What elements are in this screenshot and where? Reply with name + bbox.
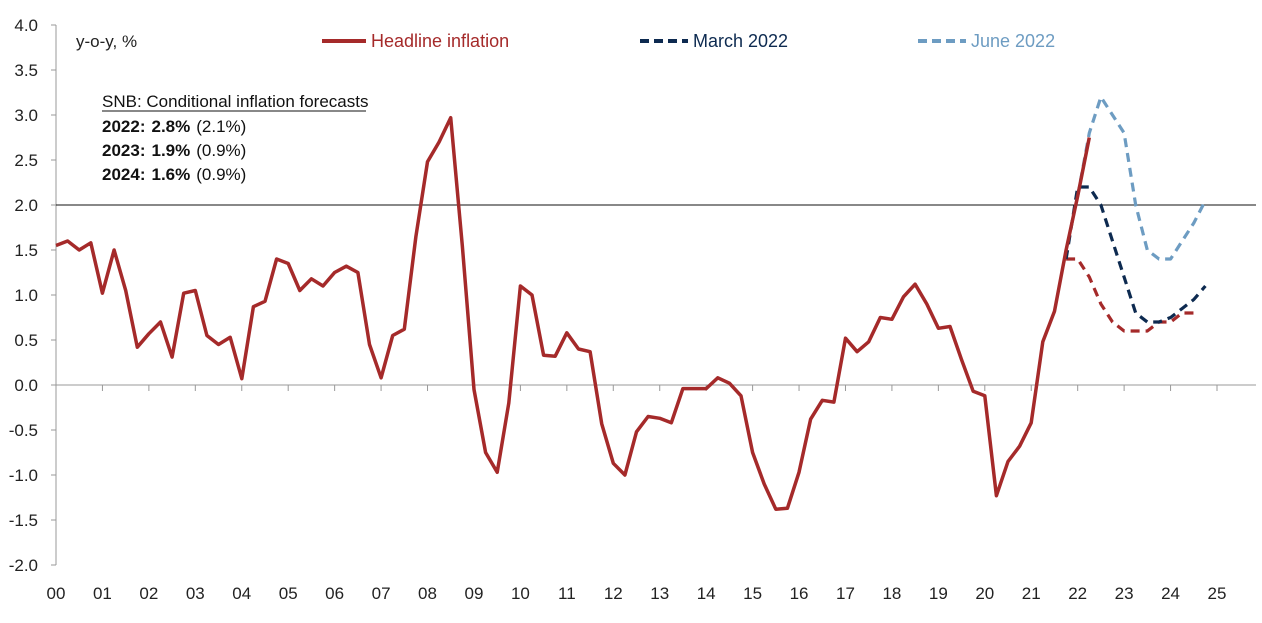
forecast-row-2022: 2022: 2.8% (2.1%) <box>102 117 246 136</box>
legend-march-label: March 2022 <box>693 31 788 51</box>
x-tick-label: 17 <box>836 584 855 603</box>
x-tick-label: 10 <box>511 584 530 603</box>
x-tick-label: 15 <box>743 584 762 603</box>
x-tick-label: 18 <box>882 584 901 603</box>
legend-june-label: June 2022 <box>971 31 1055 51</box>
x-tick-label: 11 <box>558 584 576 603</box>
series-line-headline-inflation <box>55 115 1092 511</box>
y-tick-label: 0.0 <box>14 376 38 395</box>
y-tick-label: 4.0 <box>14 16 38 35</box>
x-tick-label: 02 <box>139 584 158 603</box>
x-tick-label: 03 <box>186 584 205 603</box>
series-line-forecast-1 <box>1066 257 1194 333</box>
y-tick-label: -1.0 <box>9 466 38 485</box>
x-tick-label: 06 <box>325 584 344 603</box>
forecast-title: SNB: Conditional inflation forecasts <box>102 92 368 111</box>
x-tick-label: 19 <box>929 584 948 603</box>
x-tick-label: 00 <box>47 584 66 603</box>
x-tick-label: 13 <box>650 584 669 603</box>
x-tick-label: 14 <box>697 584 716 603</box>
y-tick-label: -1.5 <box>9 511 38 530</box>
x-tick-label: 09 <box>464 584 483 603</box>
legend: Headline inflation March 2022 June 2022 <box>322 31 1055 51</box>
y-axis-label: y-o-y, % <box>76 32 137 51</box>
forecast-row-2024: 2024: 1.6% (0.9%) <box>102 165 246 184</box>
y-tick-label: 0.5 <box>14 331 38 350</box>
y-tick-label: 2.5 <box>14 151 38 170</box>
x-tick-label: 20 <box>975 584 994 603</box>
x-tick-label: 23 <box>1115 584 1134 603</box>
series-line-june-2022 <box>1076 95 1207 261</box>
y-tick-label: 1.0 <box>14 286 38 305</box>
x-tick-label: 21 <box>1022 584 1041 603</box>
x-tick-label: 22 <box>1068 584 1087 603</box>
y-tick-label: 2.0 <box>14 196 38 215</box>
x-tick-label: 12 <box>604 584 623 603</box>
x-tick-label: 01 <box>93 584 112 603</box>
series-line-march-2022 <box>1064 185 1207 324</box>
y-tick-label: 1.5 <box>14 241 38 260</box>
x-tick-label: 25 <box>1208 584 1227 603</box>
y-tick-label: 3.0 <box>14 106 38 125</box>
forecast-box: SNB: Conditional inflation forecasts 202… <box>102 92 368 184</box>
x-tick-label: 08 <box>418 584 437 603</box>
y-tick-label: 3.5 <box>14 61 38 80</box>
axes: -2.0 -1.5 -1.0 -0.5 0.0 0.5 1.0 1.5 2.0 2.5 3.0 3.5… <box>9 16 1256 603</box>
legend-headline-label: Headline inflation <box>371 31 509 51</box>
y-tick-label: -0.5 <box>9 421 38 440</box>
y-tick-label: -2.0 <box>9 556 38 575</box>
x-tick-label: 24 <box>1161 584 1180 603</box>
x-tick-label: 07 <box>372 584 391 603</box>
forecast-row-2023: 2023: 1.9% (0.9%) <box>102 141 246 160</box>
x-tick-label: 04 <box>232 584 251 603</box>
series-layer <box>55 95 1207 511</box>
x-tick-label: 05 <box>279 584 298 603</box>
x-tick-label: 16 <box>790 584 809 603</box>
